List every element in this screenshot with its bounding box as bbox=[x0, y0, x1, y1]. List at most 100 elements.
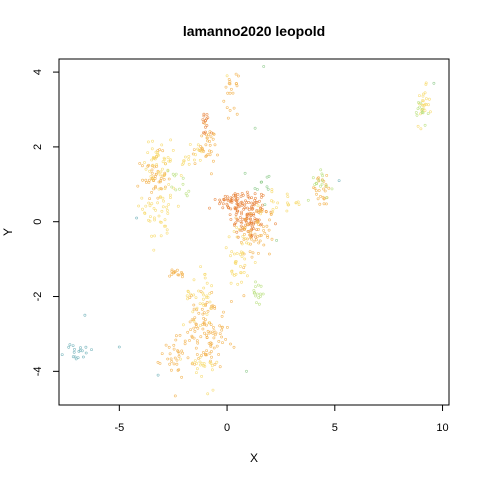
data-point bbox=[223, 194, 227, 198]
data-point bbox=[253, 261, 257, 264]
data-point bbox=[212, 329, 216, 333]
data-point bbox=[189, 328, 193, 332]
data-point bbox=[202, 114, 206, 118]
data-point bbox=[428, 110, 432, 114]
data-point bbox=[232, 106, 236, 110]
data-point bbox=[245, 237, 249, 241]
data-point bbox=[324, 184, 328, 188]
data-point bbox=[217, 353, 221, 356]
data-point bbox=[205, 136, 209, 140]
data-point bbox=[188, 292, 192, 296]
y-tick-label: 2 bbox=[32, 144, 44, 150]
data-point bbox=[205, 124, 209, 127]
data-point bbox=[316, 197, 320, 201]
data-point bbox=[231, 272, 235, 276]
data-point bbox=[232, 345, 236, 349]
data-point bbox=[192, 158, 196, 162]
data-point bbox=[194, 322, 198, 326]
data-point bbox=[212, 336, 216, 340]
data-point bbox=[234, 199, 238, 203]
data-point bbox=[210, 290, 214, 294]
data-point bbox=[306, 198, 310, 202]
data-point bbox=[73, 355, 77, 359]
data-point bbox=[235, 112, 239, 116]
data-point bbox=[270, 199, 273, 203]
data-point bbox=[224, 246, 228, 250]
data-point bbox=[166, 357, 170, 361]
data-point bbox=[198, 356, 202, 359]
data-point bbox=[172, 347, 176, 351]
data-point bbox=[168, 362, 172, 366]
data-point bbox=[208, 351, 212, 355]
data-point bbox=[135, 216, 139, 220]
data-point bbox=[169, 138, 173, 142]
data-point bbox=[253, 196, 257, 200]
data-point bbox=[221, 206, 225, 210]
data-point bbox=[275, 238, 279, 242]
data-point bbox=[209, 323, 213, 327]
data-point bbox=[204, 143, 208, 147]
data-point bbox=[261, 292, 265, 296]
data-point bbox=[167, 159, 171, 163]
data-point bbox=[163, 185, 167, 189]
data-point bbox=[78, 348, 82, 352]
data-point bbox=[257, 227, 260, 231]
data-point bbox=[144, 167, 148, 171]
data-point bbox=[183, 155, 187, 159]
data-point bbox=[195, 308, 199, 312]
data-point bbox=[153, 234, 157, 238]
data-point bbox=[243, 226, 247, 230]
data-point bbox=[190, 334, 194, 338]
data-point bbox=[238, 216, 242, 219]
data-point bbox=[256, 204, 260, 208]
data-point bbox=[158, 362, 162, 365]
data-point bbox=[252, 291, 256, 295]
data-point bbox=[181, 176, 185, 180]
data-point bbox=[267, 252, 271, 256]
data-point bbox=[152, 248, 156, 252]
data-point bbox=[262, 229, 266, 232]
data-point bbox=[221, 341, 224, 345]
data-point bbox=[238, 252, 242, 256]
data-point bbox=[221, 202, 225, 206]
data-point bbox=[257, 223, 261, 227]
data-point bbox=[211, 137, 215, 141]
data-point bbox=[181, 351, 185, 355]
data-point bbox=[162, 156, 166, 160]
data-point bbox=[204, 296, 208, 299]
data-point bbox=[218, 365, 222, 369]
data-point bbox=[265, 175, 269, 179]
data-point bbox=[325, 196, 329, 200]
data-point bbox=[201, 291, 205, 295]
data-point bbox=[318, 202, 322, 206]
data-point bbox=[214, 331, 218, 335]
data-point bbox=[205, 154, 208, 158]
data-point bbox=[205, 294, 209, 298]
data-point bbox=[313, 186, 317, 190]
data-point bbox=[233, 192, 237, 196]
data-point bbox=[211, 159, 215, 163]
data-point bbox=[236, 192, 240, 196]
data-point bbox=[192, 318, 196, 322]
data-point bbox=[213, 305, 216, 309]
data-point bbox=[165, 208, 169, 212]
data-point bbox=[203, 364, 207, 368]
data-point bbox=[170, 272, 174, 276]
data-point bbox=[236, 197, 240, 201]
data-point bbox=[240, 255, 244, 259]
data-point bbox=[205, 336, 209, 340]
data-point bbox=[252, 221, 256, 225]
data-point bbox=[194, 346, 198, 350]
data-point bbox=[161, 160, 165, 164]
data-point bbox=[84, 345, 88, 349]
data-point bbox=[243, 203, 247, 207]
y-axis-label: Y bbox=[1, 228, 15, 236]
data-point bbox=[195, 353, 199, 356]
data-point bbox=[179, 357, 182, 361]
data-point bbox=[181, 182, 185, 186]
data-point bbox=[208, 149, 211, 153]
data-point bbox=[165, 228, 169, 232]
data-point bbox=[187, 158, 191, 161]
data-point bbox=[164, 162, 168, 166]
data-point bbox=[173, 356, 177, 360]
